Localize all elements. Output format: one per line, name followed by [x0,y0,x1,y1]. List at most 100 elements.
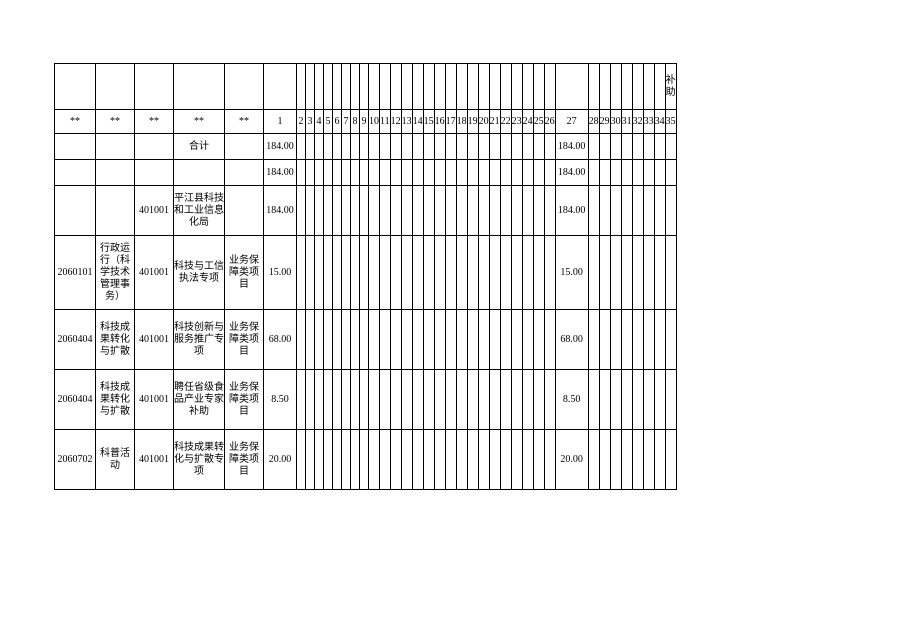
hcell [456,64,467,110]
cell [360,186,369,236]
cell [665,134,676,160]
cell: 业务保障类项目 [225,310,264,370]
cell [467,310,478,370]
cell [456,370,467,430]
cell [533,236,544,310]
cell [544,370,555,430]
table-row: 合计 184.00 184.00 [55,134,677,160]
cell [369,310,380,370]
cell [445,310,456,370]
hcell-num: 17 [445,110,456,134]
cell [351,160,360,186]
hcell-num: 6 [333,110,342,134]
hcell [401,64,412,110]
hcell-star: ** [225,110,264,134]
cell [297,370,306,430]
hcell [511,64,522,110]
cell [478,370,489,430]
cell [390,236,401,310]
cell [522,236,533,310]
cell [412,430,423,490]
cell [621,186,632,236]
cell [610,310,621,370]
cell: 401001 [135,430,174,490]
cell [500,310,511,370]
cell [621,430,632,490]
cell [390,160,401,186]
hcell-num: 9 [360,110,369,134]
cell [500,186,511,236]
hcell [522,64,533,110]
hcell [423,64,434,110]
cell [643,236,654,310]
cell [533,134,544,160]
cell [489,310,500,370]
cell [500,236,511,310]
hcell [533,64,544,110]
cell [351,186,360,236]
cell [599,310,610,370]
cell [544,236,555,310]
cell [324,310,333,370]
hcell-star: ** [55,110,96,134]
cell: 68.00 [264,310,297,370]
cell [511,370,522,430]
cell [342,430,351,490]
hcell [621,64,632,110]
hcell-num: 25 [533,110,544,134]
hcell [360,64,369,110]
cell [380,310,391,370]
cell [445,134,456,160]
hcell-num: 18 [456,110,467,134]
hcell-num: 8 [351,110,360,134]
cell [665,310,676,370]
cell [342,160,351,186]
cell [511,236,522,310]
cell [511,310,522,370]
cell: 184.00 [264,160,297,186]
cell [333,430,342,490]
cell [342,310,351,370]
cell [467,370,478,430]
cell [445,160,456,186]
cell: 科技与工信执法专项 [174,236,225,310]
hcell [369,64,380,110]
hcell [333,64,342,110]
cell [315,370,324,430]
cell: 合计 [174,134,225,160]
cell [351,236,360,310]
cell [522,310,533,370]
cell [390,186,401,236]
hcell-num: 13 [401,110,412,134]
cell [544,134,555,160]
hcell-num: 35 [665,110,676,134]
cell: 聘任省级食品产业专家补助 [174,370,225,430]
cell [306,310,315,370]
hcell-num: 31 [621,110,632,134]
cell [434,370,445,430]
cell [412,186,423,236]
cell [342,134,351,160]
cell [456,430,467,490]
cell [324,236,333,310]
cell: 业务保障类项目 [225,370,264,430]
cell [401,370,412,430]
cell [401,236,412,310]
cell [621,236,632,310]
cell [390,430,401,490]
cell [369,236,380,310]
cell [360,236,369,310]
hcell [467,64,478,110]
cell [434,186,445,236]
cell [333,134,342,160]
cell [621,160,632,186]
cell: 2060404 [55,310,96,370]
cell: 401001 [135,236,174,310]
cell [456,236,467,310]
cell [423,134,434,160]
table-row: 2060101 行政运行（科学技术管理事务） 401001 科技与工信执法专项 … [55,236,677,310]
cell [500,160,511,186]
hcell [544,64,555,110]
cell [511,134,522,160]
cell [315,310,324,370]
